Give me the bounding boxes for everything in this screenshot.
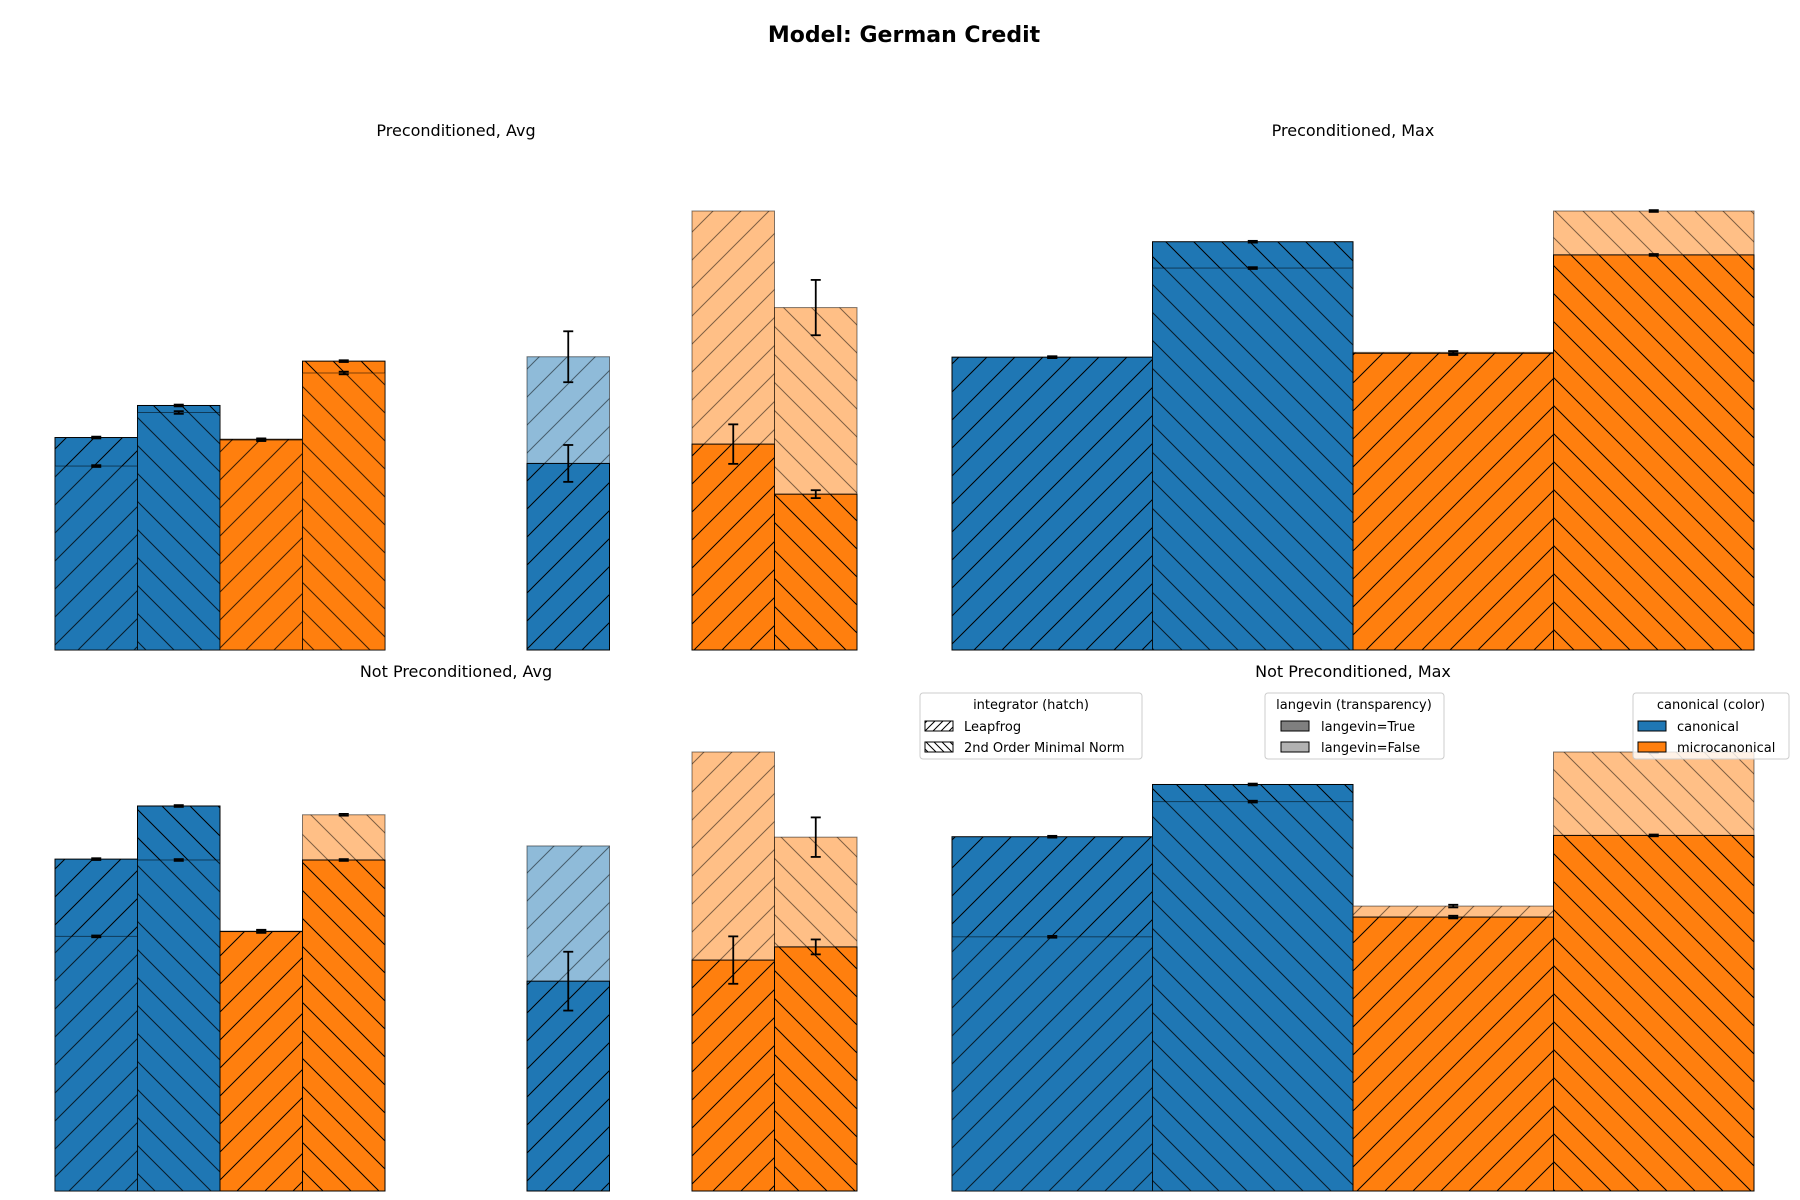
legend-frame bbox=[1264, 692, 1445, 760]
minimal-norm-hatch-swatch bbox=[924, 741, 954, 753]
legend-canonical-color: canonical (color) canonical microcanonic… bbox=[1632, 692, 1790, 760]
legend-label-leapfrog: Leapfrog bbox=[964, 720, 1021, 735]
legend-label-minimal-norm: 2nd Order Minimal Norm bbox=[964, 741, 1124, 756]
legend-title: integrator (hatch) bbox=[973, 698, 1089, 713]
bars-preconditioned-max bbox=[951, 209, 1755, 651]
bar-hatch-minimal-norm bbox=[137, 412, 221, 651]
bar-hatch-minimal-norm bbox=[774, 946, 858, 1192]
bars-not-preconditioned-max bbox=[951, 750, 1755, 1192]
legend-label-canonical: canonical bbox=[1677, 720, 1739, 735]
panel-title: Preconditioned, Max bbox=[1272, 121, 1435, 140]
bar-hatch-leapfrog bbox=[526, 462, 610, 651]
legend-frame bbox=[1632, 692, 1790, 760]
bar-hatch-leapfrog bbox=[1352, 916, 1554, 1192]
bar-hatch-minimal-norm bbox=[1553, 834, 1755, 1192]
bar-hatch-minimal-norm bbox=[302, 372, 386, 651]
microcanonical-color-swatch bbox=[1637, 741, 1667, 753]
legend-label-microcanonical: microcanonical bbox=[1677, 741, 1775, 756]
legend-label-langevin-true: langevin=True bbox=[1321, 720, 1415, 735]
legend-title: langevin (transparency) bbox=[1276, 698, 1432, 713]
panel-preconditioned-avg: Preconditioned, Avg bbox=[54, 121, 858, 651]
bar-hatch-minimal-norm bbox=[1152, 267, 1354, 651]
canonical-color-swatch bbox=[1637, 720, 1667, 732]
bar-hatch-leapfrog bbox=[1352, 352, 1554, 651]
bar-hatch-leapfrog bbox=[951, 936, 1153, 1192]
legend-label-langevin-false: langevin=False bbox=[1321, 741, 1420, 756]
langevin-true-swatch bbox=[1280, 720, 1310, 732]
bar-hatch-minimal-norm bbox=[1152, 801, 1354, 1192]
bar-hatch-leapfrog bbox=[219, 439, 303, 651]
bar-hatch-leapfrog bbox=[951, 356, 1153, 651]
bars-not-preconditioned-avg bbox=[54, 751, 858, 1192]
bar-hatch-minimal-norm bbox=[774, 493, 858, 651]
bar-hatch-leapfrog bbox=[526, 980, 610, 1192]
bar-hatch-leapfrog bbox=[54, 935, 138, 1192]
panel-not-preconditioned-avg: Not Preconditioned, Avg bbox=[54, 662, 858, 1192]
panel-preconditioned-max: Preconditioned, Max bbox=[951, 121, 1755, 651]
bar-hatch-leapfrog bbox=[691, 959, 775, 1192]
panel-title: Not Preconditioned, Max bbox=[1255, 662, 1451, 681]
leapfrog-hatch-swatch bbox=[924, 720, 954, 732]
legend-langevin-transparency: langevin (transparency) langevin=True la… bbox=[1264, 692, 1445, 760]
panel-title: Not Preconditioned, Avg bbox=[360, 662, 552, 681]
legend-integrator-hatch: integrator (hatch) Leapfrog 2nd Order Mi… bbox=[919, 692, 1143, 760]
bar-hatch-minimal-norm bbox=[1553, 254, 1755, 651]
langevin-false-swatch bbox=[1280, 741, 1310, 753]
bar-hatch-leapfrog bbox=[219, 931, 303, 1192]
panel-title: Preconditioned, Avg bbox=[376, 121, 535, 140]
bar-hatch-leapfrog bbox=[54, 465, 138, 651]
bar-hatch-leapfrog bbox=[691, 443, 775, 651]
bar-hatch-minimal-norm bbox=[302, 859, 386, 1192]
bars-preconditioned-avg bbox=[54, 210, 858, 651]
legend-frame bbox=[919, 692, 1143, 760]
panel-not-preconditioned-max: Not Preconditioned, Max bbox=[951, 662, 1755, 1192]
figure-title: Model: German Credit bbox=[768, 23, 1041, 48]
bar-hatch-minimal-norm bbox=[137, 859, 221, 1192]
legend-title: canonical (color) bbox=[1657, 698, 1765, 713]
